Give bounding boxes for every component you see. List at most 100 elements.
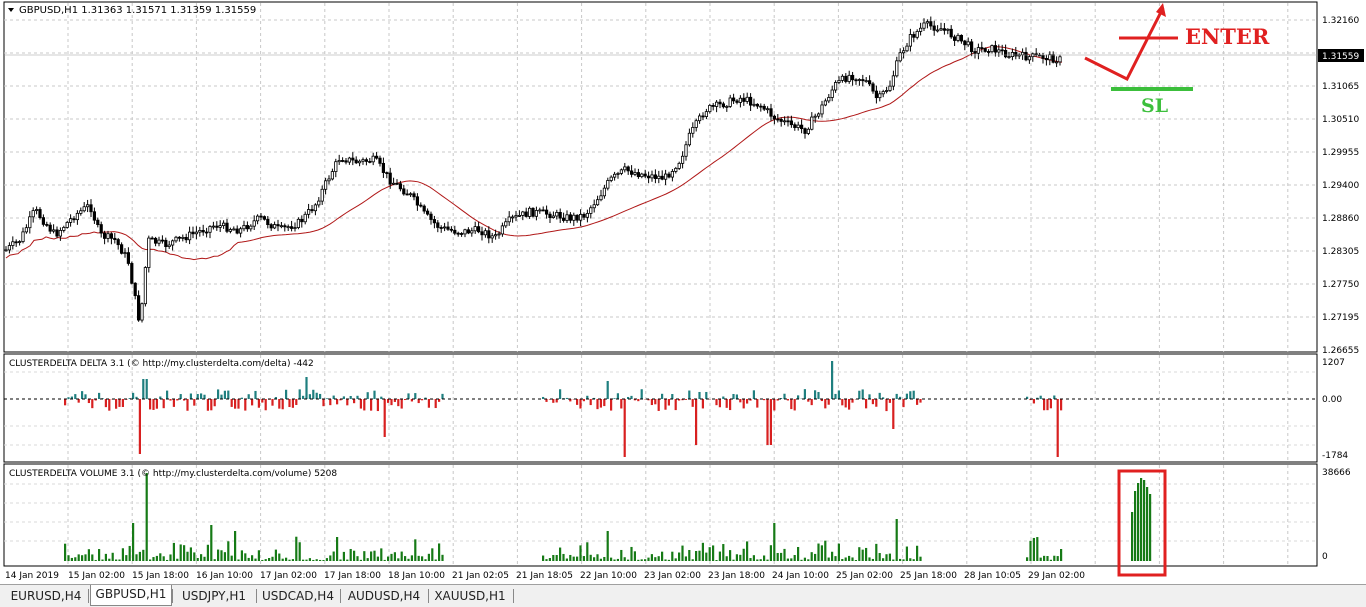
volume-bar [1043, 556, 1045, 561]
volume-bar [254, 559, 256, 561]
candle-body [1011, 52, 1013, 56]
volume-bar [542, 556, 544, 561]
delta-bar [542, 397, 544, 399]
volume-bar [688, 550, 690, 561]
tab-eurusd[interactable]: EURUSD,H4 [6, 587, 86, 605]
volume-bar [545, 559, 547, 561]
delta-bar [169, 399, 171, 401]
volume-bar [743, 549, 745, 561]
candle-body [90, 205, 92, 212]
volume-bar [380, 548, 382, 561]
volume-bar [654, 557, 656, 561]
delta-bar [346, 399, 348, 405]
candle-body [134, 283, 136, 295]
volume-bar [882, 558, 884, 561]
candle-body [511, 217, 513, 218]
delta-bar [91, 399, 93, 408]
tab-xauusd[interactable]: XAUUSD,H1 [430, 587, 510, 605]
delta-bar [418, 399, 420, 403]
volume-bar [885, 554, 887, 561]
candle-body [692, 127, 694, 133]
delta-bar [838, 390, 840, 399]
volume-bar [237, 559, 239, 561]
candle-body [984, 49, 986, 52]
volume-bar [804, 558, 806, 561]
candle-body [437, 223, 439, 228]
tab-gbpusd[interactable]: GBPUSD,H1 [90, 585, 172, 606]
volume-header: CLUSTERDELTA VOLUME 3.1 (© http://my.clu… [9, 469, 337, 479]
candle-body [685, 145, 687, 156]
candle-body [236, 229, 238, 233]
delta-bar [756, 399, 758, 408]
chart-window[interactable]: GBPUSD,H1 1.31363 1.31571 1.31359 1.3155… [0, 0, 1366, 584]
delta-bar [811, 399, 813, 405]
volume-bar [610, 558, 612, 561]
tab-usdcad[interactable]: USDCAD,H4 [258, 587, 338, 605]
candle-body [814, 116, 816, 117]
volume-bar [112, 553, 114, 561]
volume-bar [892, 560, 894, 561]
delta-bar [885, 399, 887, 411]
candle-body [250, 226, 252, 229]
candle-body [549, 214, 551, 217]
volume-bar [695, 551, 697, 561]
candle-body [1008, 57, 1010, 58]
candle-body [297, 219, 299, 227]
candle-body [216, 226, 218, 227]
volume-bar [658, 556, 660, 561]
candle-body [66, 222, 68, 227]
candle-body [270, 225, 272, 228]
candle-body [372, 156, 374, 162]
delta-tick: -1784 [1322, 451, 1348, 461]
time-tick: 16 Jan 10:00 [196, 571, 253, 581]
candle-body [15, 242, 17, 243]
volume-bar [244, 553, 246, 561]
volume-bar [159, 553, 161, 561]
candle-body [994, 46, 996, 53]
volume-bar [404, 556, 406, 561]
volume-bar [438, 543, 440, 561]
volume-bar [1060, 549, 1062, 561]
candle-body [885, 90, 887, 91]
volume-bar [671, 552, 673, 561]
candle-body [1032, 54, 1034, 57]
delta-bar [197, 394, 199, 399]
candle-body [930, 22, 932, 26]
volume-bar [329, 555, 331, 561]
candle-body [25, 228, 27, 232]
volume-bar [569, 555, 571, 561]
volume-bar [288, 560, 290, 561]
candle-body [117, 240, 119, 245]
volume-bar [91, 554, 93, 561]
candle-body [93, 212, 95, 220]
candle-body [457, 233, 459, 234]
delta-bar [1057, 399, 1059, 457]
candle-body [464, 230, 466, 234]
candle-body [926, 22, 928, 23]
candle-body [858, 80, 860, 81]
candle-body [518, 215, 520, 216]
volume-bar [292, 559, 294, 561]
candle-body [321, 189, 323, 201]
delta-bar [566, 398, 568, 399]
tab-audusd[interactable]: AUDUSD,H4 [342, 587, 426, 605]
volume-bar [71, 558, 73, 561]
volume-bar [831, 552, 833, 561]
volume-bar [586, 542, 588, 561]
delta-bar [916, 399, 918, 405]
volume-bar [613, 560, 615, 561]
time-tick: 25 Jan 18:00 [900, 571, 957, 581]
price-tick: 1.28860 [1322, 214, 1359, 224]
volume-bar [322, 560, 324, 561]
volume-bar [169, 554, 171, 561]
candle-body [202, 230, 204, 232]
tab-usdjpy[interactable]: USDJPY,H1 [174, 587, 254, 605]
candle-body [899, 53, 901, 61]
delta-bar [299, 389, 301, 399]
delta-bar [258, 399, 260, 408]
candle-body [508, 217, 510, 222]
volume-bar [180, 544, 182, 561]
delta-bar [875, 399, 877, 407]
volume-bar [387, 557, 389, 561]
volume-bar [108, 559, 110, 561]
